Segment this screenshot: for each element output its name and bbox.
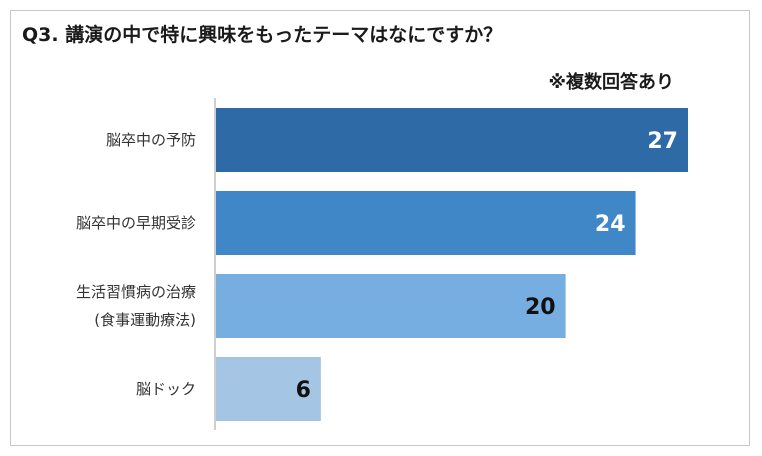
data-label: 24 xyxy=(595,212,626,237)
category-label: 脳ドック xyxy=(136,380,196,398)
chart-title: Q3. 講演の中で特に興味をもったテーマはなにですか？ xyxy=(22,24,503,46)
data-label: 20 xyxy=(525,295,556,320)
data-label: 27 xyxy=(647,129,678,154)
bar xyxy=(216,357,321,421)
category-label: 生活習慣病の治療 xyxy=(76,283,196,301)
bar xyxy=(216,191,636,255)
bar xyxy=(216,274,566,338)
bar xyxy=(216,108,688,172)
multiple-answers-note: ※複数回答あり xyxy=(548,72,675,93)
category-label: 脳卒中の早期受診 xyxy=(76,214,196,232)
category-label: (食事運動療法) xyxy=(94,311,196,329)
category-label: 脳卒中の予防 xyxy=(106,131,196,149)
data-label: 6 xyxy=(296,378,311,403)
